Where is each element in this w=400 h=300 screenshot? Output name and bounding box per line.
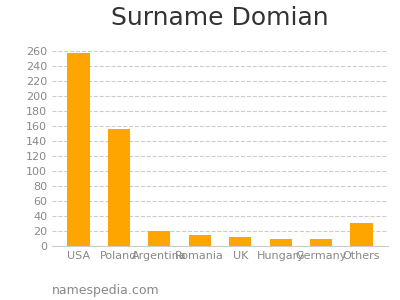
Bar [108, 129, 130, 246]
Bar [310, 239, 332, 246]
Bar [350, 223, 373, 246]
Bar [67, 52, 90, 246]
Bar [189, 235, 211, 246]
Text: namespedia.com: namespedia.com [52, 284, 160, 297]
Bar [270, 239, 292, 246]
Title: Surname Domian: Surname Domian [111, 6, 329, 30]
Bar [148, 231, 170, 246]
Bar [229, 237, 251, 246]
